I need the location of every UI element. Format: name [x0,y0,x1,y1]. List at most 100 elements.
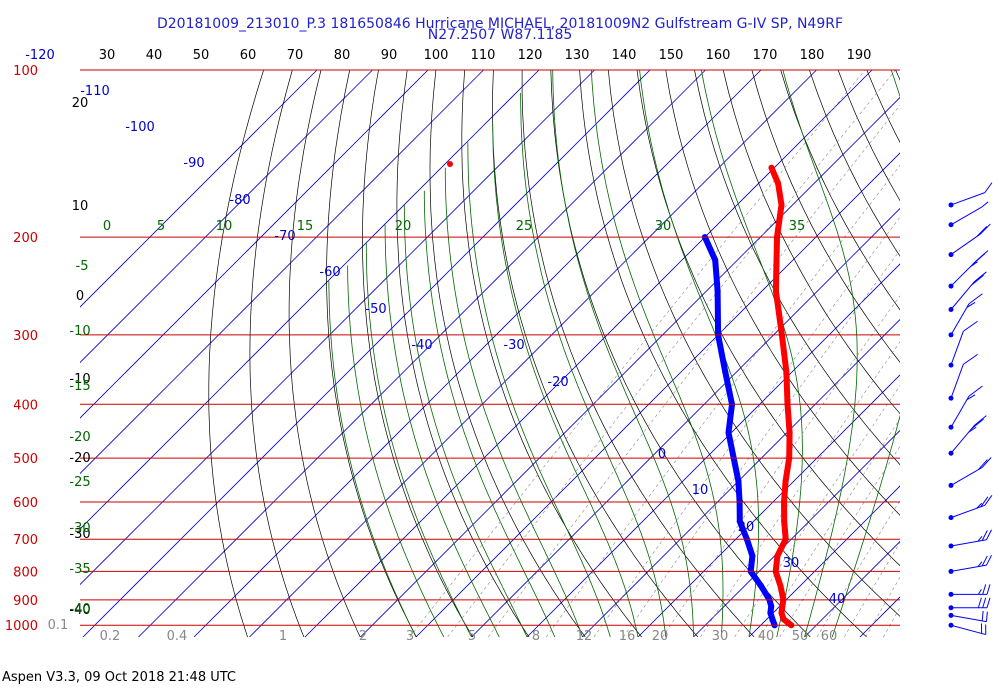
isotherm-label: -30 [503,338,524,353]
dewpoint-point [735,478,742,485]
moist-adiabat-label: 15 [297,219,314,234]
wind-barb-feather [977,535,983,542]
temperature-point [781,518,788,525]
temperature-point [786,429,793,436]
dry-adiabat-line [492,70,699,637]
temperature-point [772,287,779,294]
isotherm-line [249,70,817,637]
moist-adiabat-line [328,281,417,637]
dry-adiabat-line [665,70,900,516]
moist-adiabat-label: -10 [69,324,90,339]
isotherm-label: 30 [783,556,800,571]
wind-barb-feather [977,597,982,608]
isotherm-line [804,540,900,637]
isotherm-line [80,70,540,530]
top-axis-label: 60 [240,48,257,63]
dry-adiabat-line [550,70,811,637]
chart-subtitle: N27.2507 W87.1185 [427,27,573,43]
moist-adiabat-label: -30 [69,521,90,536]
isotherm-line [80,70,595,586]
isotherm-line [138,70,706,637]
isotherm-line [859,596,900,637]
mixing-ratio-label: 50 [792,629,809,644]
isotherm-line [415,152,900,637]
wind-barb-staff [950,624,986,636]
mixing-ratio-label: 3 [406,629,414,644]
wind-barb-feather [986,529,992,540]
wind-barb-staff [950,614,987,623]
wind-barb-staff [950,260,977,287]
wind-barb-feather [963,353,978,365]
wind-barb-feather [980,223,991,235]
isotherm-line [193,70,762,637]
dry-adiabat-line [895,70,900,81]
wind-barb-staff [950,504,985,519]
wind-barb-feather [984,495,993,506]
dry-adiabat-line [461,70,642,637]
mixing-ratio-line [593,216,900,637]
dry-adiabat-line [396,70,530,637]
moist-adiabat-line [347,265,445,637]
isotherm-label: -90 [183,156,204,171]
top-axis-label: 80 [334,48,351,63]
moist-adiabat-line [423,190,556,637]
pressure-tick-label: 600 [13,496,38,511]
wind-barb-feather [973,415,987,427]
top-axis-label: 100 [424,48,449,63]
dewpoint-point [736,518,743,525]
top-axis-label: 130 [565,48,590,63]
moist-adiabat-label: 5 [157,219,165,234]
wind-barb-staff [950,564,987,572]
wind-barb-feather [968,426,977,433]
wind-barb-staff [950,466,983,486]
mixing-ratio-line [759,418,900,637]
top-axis-label: 140 [612,48,637,63]
mixing-ratio-label: 12 [576,629,593,644]
pressure-tick-label: 900 [13,594,38,609]
wind-barb-feather [971,418,984,430]
dry-adiabat-label: 10 [72,199,89,214]
wind-barb-staff [950,281,975,310]
wind-barb-staff [950,206,983,226]
dry-adiabat-line [636,70,900,567]
moist-adiabat-label: 25 [516,219,533,234]
moist-adiabat-label: -40 [69,602,90,617]
wind-barb-feather [973,253,986,265]
wind-barb-feather [980,496,989,508]
temperature-point [780,616,787,623]
isotherm-line [526,263,900,637]
plot-area [80,70,1000,637]
moist-adiabat-label: 35 [789,219,806,234]
moist-adiabat-line [492,123,639,637]
wind-barb-staff [950,364,964,399]
wind-barb-feather [984,182,993,193]
wind-barb-feather [981,457,992,468]
moist-adiabat-label: 30 [655,219,672,234]
dry-adiabat-label: 0 [76,289,84,304]
wind-barb-feather [968,385,983,397]
wind-barb-feather [986,597,991,608]
isotherm-label: -110 [80,84,110,99]
mixing-ratio-line [734,384,900,637]
top-axis-label: 30 [99,48,116,63]
top-axis-label: 150 [659,48,684,63]
isotherm-line [916,70,1000,637]
mixing-ratio-line [844,541,900,637]
wind-barb-feather [976,502,983,509]
pressure-tick-label: 400 [13,398,38,413]
wind-barb-feather [970,261,978,268]
isotherm-label: -100 [125,120,155,135]
mixing-ratio-line [662,295,900,637]
dry-adiabat-line [326,70,417,637]
moist-adiabat-line [782,70,858,637]
wind-barb-feather [981,530,988,541]
temperature-point [447,161,453,167]
isotherm-line [471,207,900,637]
dry-adiabat-line [249,70,305,637]
wind-barb-feather [981,555,988,567]
wind-barb-staff [950,425,975,454]
wind-barb-feather [978,459,988,470]
moist-adiabat-label: -35 [69,562,90,577]
dry-adiabat-label: -40 [69,603,90,618]
